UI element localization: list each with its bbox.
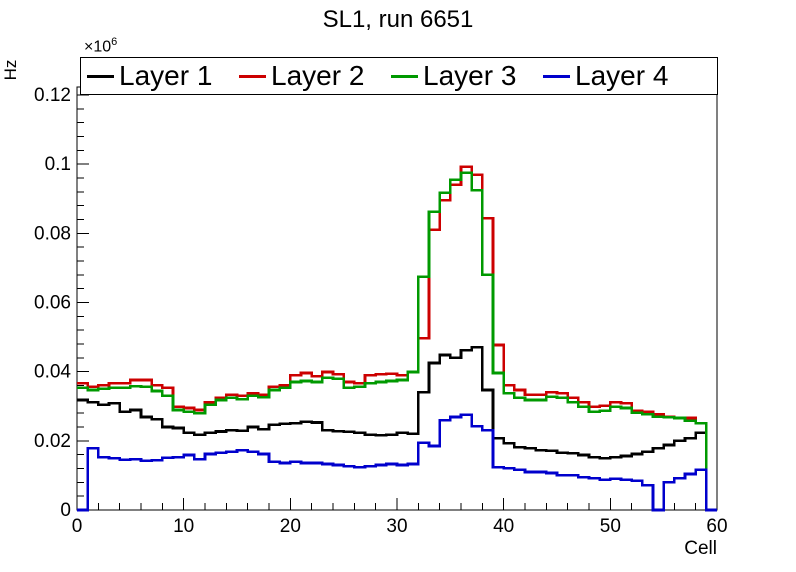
histogram-layer-4: [77, 413, 717, 512]
legend-entry-layer-1: Layer 1: [81, 62, 233, 90]
legend-label: Layer 3: [423, 60, 517, 91]
x-tick-label: 60: [706, 516, 727, 537]
y-tick-label: 0.1: [45, 154, 71, 175]
y-axis-multiplier-exponent: 6: [111, 36, 118, 48]
y-tick-label: 0.08: [34, 223, 71, 244]
legend-label: Layer 2: [271, 60, 365, 91]
y-tick-label: 0: [60, 500, 71, 521]
legend-entry-layer-2: Layer 2: [233, 62, 385, 90]
x-tick-label: 10: [173, 516, 194, 537]
x-tick-label: 40: [493, 516, 514, 537]
legend-marker-layer-2: [239, 74, 266, 78]
legend-marker-layer-3: [391, 74, 418, 78]
legend-label: Layer 4: [575, 60, 669, 91]
legend-marker-layer-1: [87, 74, 114, 78]
histogram-layer-3: [77, 171, 717, 512]
x-tick-label: 30: [386, 516, 407, 537]
y-tick-label: 0.06: [34, 292, 71, 313]
x-tick-label: 0: [72, 516, 83, 537]
legend-entry-layer-4: Layer 4: [537, 62, 689, 90]
x-tick-label: 50: [600, 516, 621, 537]
y-tick-label: 0.12: [34, 85, 71, 106]
x-tick-label: 20: [280, 516, 301, 537]
y-tick-label: 0.02: [34, 431, 71, 452]
legend-marker-layer-4: [543, 74, 570, 78]
y-axis-multiplier: ×106: [84, 36, 117, 56]
x-axis-title: Cell: [684, 538, 717, 559]
legend-label: Layer 1: [119, 60, 213, 91]
histogram-layer-1: [77, 345, 717, 512]
y-axis-multiplier-base: ×10: [84, 38, 112, 56]
legend-box: Layer 1 Layer 2 Layer 3 Layer 4: [80, 57, 718, 95]
legend-entry-layer-3: Layer 3: [385, 62, 537, 90]
plot-frame: [76, 86, 718, 511]
y-tick-label: 0.04: [34, 362, 71, 383]
histogram-layer-2: [77, 165, 717, 512]
plot-title: SL1, run 6651: [322, 6, 474, 33]
